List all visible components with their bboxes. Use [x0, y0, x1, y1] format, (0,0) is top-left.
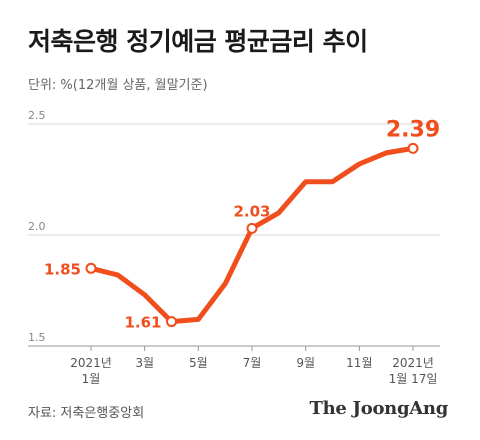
data-point-marker: [407, 142, 419, 154]
chart-title: 저축은행 정기예금 평균금리 추이: [28, 27, 368, 56]
data-point-marker: [246, 222, 258, 234]
x-tick-label: 2021년: [70, 356, 112, 370]
data-point-marker: [85, 262, 97, 274]
y-tick-label: 2.0: [28, 220, 46, 233]
x-tick-label: 1월: [82, 372, 101, 386]
y-tick-label: 1.5: [28, 331, 46, 344]
brand-logo: The JoongAng: [309, 398, 449, 419]
x-tick-label: 7월: [243, 356, 262, 370]
data-label: 1.85: [44, 260, 81, 278]
x-tick-label: 1월 17일: [389, 372, 438, 386]
line-chart: 1.5 2.0 2.5 2021년 1월 3월 5월 7월 9월 11월 2021년 1월 17일 1.…: [28, 109, 440, 386]
x-tick-label: 11월: [346, 356, 372, 370]
chart-subtitle: 단위: %(12개월 상품, 월말기준): [28, 78, 208, 93]
x-tick-label: 3월: [135, 356, 154, 370]
y-tick-label: 2.5: [28, 109, 46, 122]
data-label: 2.03: [233, 202, 270, 220]
x-tick-label: 5월: [189, 356, 208, 370]
source-note: 자료: 저축은행중앙회: [28, 406, 145, 421]
data-label: 1.61: [124, 314, 161, 332]
data-point-marker: [166, 316, 177, 328]
x-tick-label: 9월: [296, 356, 315, 370]
data-label: 2.39: [386, 117, 440, 142]
x-tick-label: 2021년: [392, 356, 434, 370]
